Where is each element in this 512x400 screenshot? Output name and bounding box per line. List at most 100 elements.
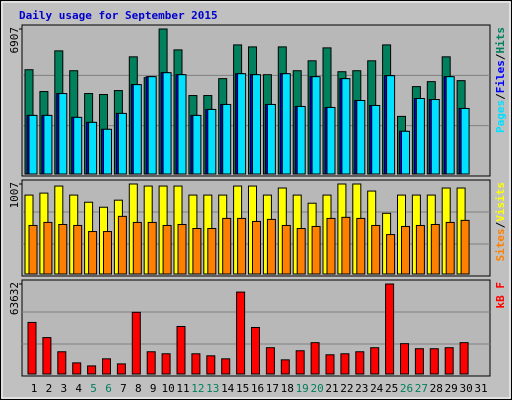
bar [370, 347, 380, 375]
bar [42, 337, 52, 375]
bar [341, 78, 351, 175]
bar [266, 103, 276, 175]
bar [386, 75, 396, 175]
bar [401, 225, 410, 275]
x-tick-label: 24 [370, 382, 384, 395]
bar [103, 231, 112, 275]
bar [72, 362, 82, 375]
x-tick-label: 11 [176, 382, 189, 395]
x-tick-label: 9 [150, 382, 157, 395]
bar [386, 234, 396, 275]
bar [73, 224, 83, 275]
bar [401, 130, 410, 175]
bar [87, 365, 97, 375]
bar [265, 347, 275, 375]
x-tick-label: 14 [221, 382, 235, 395]
chart-title: Daily usage for September 2015 [19, 9, 218, 22]
bar [177, 74, 187, 175]
bar [371, 104, 381, 175]
bar [252, 74, 261, 175]
bar [296, 228, 306, 275]
y-tick-label: 1007 [8, 182, 21, 209]
x-tick-label: 23 [355, 382, 368, 395]
bar [252, 220, 261, 275]
bar [295, 350, 305, 375]
bar [311, 76, 321, 175]
x-tick-label: 29 [445, 382, 458, 395]
bar [222, 103, 232, 175]
x-tick-label: 17 [266, 382, 279, 395]
bar [161, 353, 171, 375]
x-tick-label: 21 [325, 382, 338, 395]
legend-separator: / [494, 53, 507, 60]
bar [191, 353, 201, 375]
bar [28, 224, 38, 275]
bar [326, 217, 336, 275]
x-tick-label: 25 [385, 382, 398, 395]
bar [177, 223, 187, 275]
bar [132, 221, 142, 275]
x-tick-label: 20 [310, 382, 323, 395]
bar [237, 73, 247, 175]
legend: Sites/Visits [494, 182, 507, 262]
legend: Pages/Files/Hits [494, 27, 507, 133]
bar [266, 218, 276, 275]
legend-entry: Pages [494, 100, 507, 133]
bar [340, 353, 350, 375]
bar [206, 355, 216, 375]
x-tick-label: 10 [161, 382, 174, 395]
legend-entry: Visits [494, 182, 507, 222]
x-tick-label: 7 [120, 382, 127, 395]
x-tick-label: 26 [400, 382, 413, 395]
bar [311, 225, 321, 275]
bar [88, 121, 98, 175]
bar [207, 108, 217, 175]
bar [236, 291, 246, 375]
bar [116, 363, 126, 375]
x-tick-label: 15 [236, 382, 249, 395]
bar [444, 347, 454, 375]
legend-separator: / [494, 93, 507, 100]
bar [176, 325, 186, 375]
bar [356, 217, 366, 275]
legend-entry: kB F [494, 282, 507, 309]
bar [102, 358, 111, 375]
bar [429, 348, 439, 375]
bar [460, 219, 470, 275]
bar [43, 221, 53, 275]
bar [162, 224, 172, 275]
x-tick-label: 2 [46, 382, 53, 395]
bar [192, 114, 202, 175]
x-tick-label: 3 [60, 382, 67, 395]
x-tick-label: 1 [31, 382, 38, 395]
x-tick-label: 6 [105, 382, 112, 395]
bar [415, 98, 425, 175]
bar [414, 348, 424, 375]
y-tick-label: 63632 [8, 282, 21, 315]
bar [117, 112, 127, 175]
x-tick-label: 16 [251, 382, 264, 395]
bar [207, 228, 217, 275]
legend-entry: Hits [494, 27, 507, 54]
y-tick-label: 6907 [8, 27, 21, 54]
bar [221, 358, 231, 375]
x-tick-label: 4 [75, 382, 82, 395]
x-tick-label: 31 [474, 382, 487, 395]
bar [58, 223, 68, 275]
bar [117, 215, 127, 275]
bar [88, 231, 98, 275]
x-tick-label: 8 [135, 382, 142, 395]
bar [430, 223, 440, 275]
bar [28, 114, 38, 175]
x-tick-label: 19 [296, 382, 309, 395]
bar [58, 93, 68, 175]
bar [281, 73, 291, 175]
x-tick-label: 13 [206, 382, 219, 395]
bar [132, 84, 142, 175]
bar [459, 342, 469, 375]
legend-entry: Files [494, 60, 507, 93]
x-tick-label: 22 [340, 382, 353, 395]
bar [57, 351, 67, 375]
x-tick-label: 18 [281, 382, 294, 395]
